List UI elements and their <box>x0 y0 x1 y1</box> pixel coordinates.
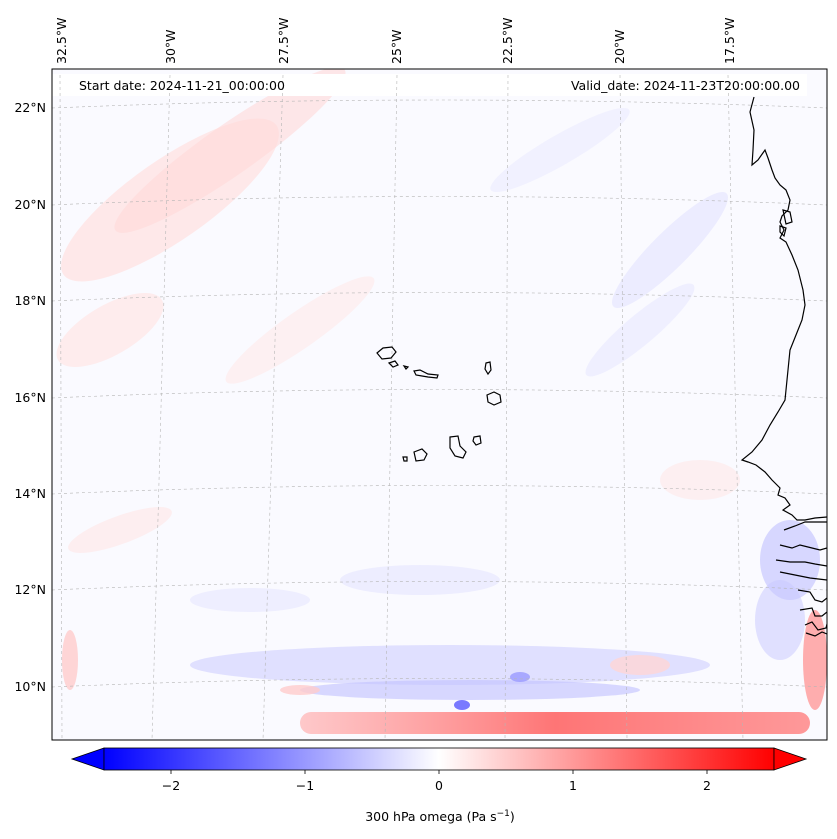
longitude-labels: 32.5°W 30°W 27.5°W 25°W 22.5°W 20°W 17.5… <box>54 18 737 64</box>
colorbar-tick-label: 0 <box>435 778 443 793</box>
colorbar-ticks <box>170 770 708 774</box>
lat-label: 22°N <box>14 100 46 115</box>
lat-label: 18°N <box>14 293 46 308</box>
lat-label: 20°N <box>14 197 46 212</box>
cape-verde-islands <box>376 346 502 462</box>
date-header-strip <box>52 74 807 96</box>
map-frame <box>51 68 828 741</box>
island-santiago <box>449 435 467 459</box>
colorbar-tick-label: −2 <box>162 778 180 793</box>
lat-label: 10°N <box>14 679 46 694</box>
island-sao-nicolau <box>413 369 439 379</box>
island-brava <box>402 456 408 462</box>
island-santa-luzia <box>402 365 410 370</box>
colorbar-tick-label: 1 <box>569 778 577 793</box>
lat-label: 14°N <box>14 486 46 501</box>
colorbar: −2 −1 0 1 2 300 hPa omega (Pa s−1) <box>70 747 808 824</box>
lon-label: 25°W <box>389 29 404 64</box>
island-sao-vicente <box>387 360 399 368</box>
lon-label: 32.5°W <box>54 18 69 64</box>
colorbar-tick-label: −1 <box>296 778 314 793</box>
graticule <box>52 74 827 740</box>
latitude-labels: 22°N 20°N 18°N 16°N 14°N 12°N 10°N <box>14 100 46 694</box>
lon-label: 30°W <box>163 29 178 64</box>
omega-field <box>56 69 827 734</box>
island-maio <box>472 435 482 446</box>
colorbar-extend-min <box>70 747 105 771</box>
colorbar-extend-max <box>773 747 808 771</box>
island-boa-vista <box>486 391 502 406</box>
valid-date-label: Valid_date: 2024-11-23T20:00:00.00 <box>571 78 800 93</box>
coastline <box>740 96 827 637</box>
africa-coastline <box>740 96 827 521</box>
island-santo-antao <box>376 346 397 360</box>
lon-label: 27.5°W <box>276 18 291 64</box>
map-panel <box>52 69 827 740</box>
island-fogo <box>413 448 428 462</box>
lat-label: 12°N <box>14 582 46 597</box>
island-sal <box>484 361 492 376</box>
colorbar-tick-label: 2 <box>703 778 711 793</box>
lat-label: 16°N <box>14 390 46 405</box>
colorbar-body <box>103 747 775 771</box>
lon-label: 22.5°W <box>500 18 515 64</box>
colorbar-label: 300 hPa omega (Pa s−1) <box>365 809 515 824</box>
start-date-label: Start date: 2024-11-21_00:00:00 <box>79 78 285 93</box>
lon-label: 17.5°W <box>722 18 737 64</box>
lon-label: 20°W <box>612 29 627 64</box>
